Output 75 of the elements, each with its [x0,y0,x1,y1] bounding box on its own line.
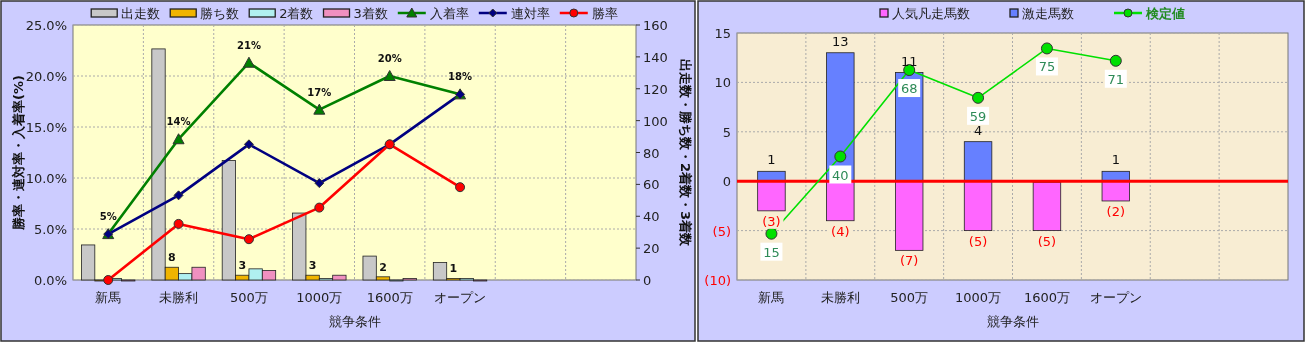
data-label: 11 [900,53,918,69]
data-label: 20% [377,53,402,64]
data-label: (5) [968,233,988,249]
y2-tick-label: 100 [643,113,668,129]
data-label: 4 [973,122,983,138]
legend-label: 入着率 [429,6,469,21]
x-tick-label: 500万 [230,290,268,305]
data-label: 40 [832,167,849,183]
y-tick-label: 15.0% [25,120,67,135]
data-label: 59 [969,108,987,124]
legend-label: 連対率 [510,6,550,21]
data-label: 1 [1111,152,1120,168]
y2-tick-label: 120 [643,81,668,97]
data-label: 1 [767,152,776,168]
data-label: (2) [1106,203,1126,219]
y-tick-label: 25.0% [25,18,67,33]
y2-tick-label: 80 [643,145,660,161]
legend-label: 検定値 [1145,6,1185,21]
x-axis-title: 競争条件 [986,314,1039,329]
data-label: 75 [1038,59,1056,75]
y-tick-label: 5 [722,124,731,140]
x-tick-label: 1600万 [366,290,413,305]
x-tick-label: 1000万 [955,290,1002,305]
data-label: 3 [308,259,317,273]
data-label: 13 [832,33,849,49]
legend-label: 2着数 [279,6,314,21]
y-tick-label: 10 [714,75,731,91]
y2-tick-label: 40 [643,209,660,225]
legend-label: 勝率 [591,6,618,21]
y2-tick-label: 20 [643,241,660,257]
y2-tick-label: 160 [643,18,668,33]
data-label: 18% [448,71,473,83]
x-tick-label: 1000万 [296,290,343,305]
data-label: (7) [899,253,919,269]
x-tick-label: 500万 [890,290,929,305]
data-label: 5% [99,211,117,223]
y-axis-title: 勝率・連対率・入着率(%) [11,75,26,231]
data-label: 71 [1107,71,1125,87]
y-tick-label: 20.0% [25,69,67,84]
y-tick-label: 0.0% [33,273,67,288]
y-tick-label: (10) [704,273,731,288]
x-tick-label: オープン [1089,290,1142,305]
data-label: 8 [168,251,176,265]
data-label: (4) [831,223,850,239]
y2-axis-title: 出走数・勝ち数・2着数・3着数 [678,58,693,248]
data-label: 21% [236,39,261,51]
y-tick-label: 10.0% [25,171,67,186]
y-tick-label: 15 [714,26,731,41]
y-tick-label: 0 [722,174,731,190]
data-label: 1 [449,262,458,276]
y2-tick-label: 0 [643,273,652,288]
x-tick-label: 新馬 [758,290,785,305]
y2-tick-label: 60 [643,177,660,193]
data-label: 3 [238,259,247,273]
x-axis-title: 競争条件 [328,314,381,329]
x-tick-label: オープン [434,290,487,305]
y2-tick-label: 140 [643,49,668,65]
legend-label: 激走馬数 [1022,6,1074,21]
legend-label: 3着数 [353,6,388,21]
y-tick-label: (5) [712,223,731,239]
data-label: (5) [1037,233,1057,249]
data-label: 15 [763,244,780,260]
legend-label: 人気凡走馬数 [892,6,970,21]
x-tick-label: 未勝利 [820,290,860,305]
x-tick-label: 未勝利 [159,290,199,305]
data-label: 17% [307,86,332,98]
data-label: 68 [900,81,918,97]
legend-label: 出走数 [121,6,161,21]
data-label: 2 [379,260,387,274]
legend-label: 勝ち数 [200,6,240,21]
data-label: 14% [166,116,191,128]
x-tick-label: 1600万 [1023,290,1070,305]
data-label: (3) [762,213,781,229]
x-tick-label: 新馬 [95,290,122,305]
y-tick-label: 5.0% [33,222,67,237]
